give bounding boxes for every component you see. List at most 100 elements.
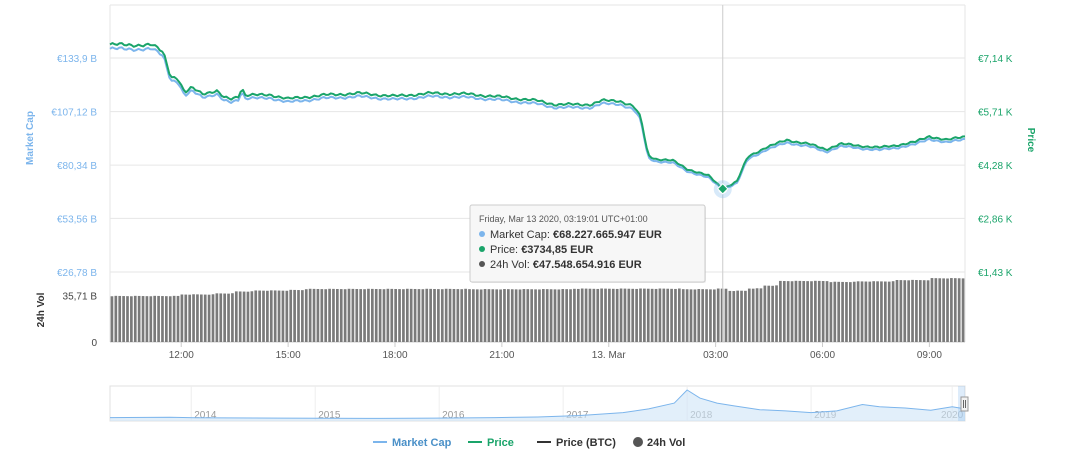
tooltip-date: Friday, Mar 13 2020, 03:19:01 UTC+01:00: [479, 214, 648, 224]
volume-bar: [646, 288, 650, 342]
volume-bar: [211, 294, 215, 342]
volume-bar: [530, 289, 534, 342]
volume-bar: [837, 281, 841, 342]
volume-bar: [483, 289, 487, 342]
volume-bar: [580, 288, 584, 342]
volume-bar: [887, 281, 891, 342]
volume-bar: [347, 288, 351, 342]
volume-bar: [697, 289, 701, 342]
volume-bar: [942, 278, 945, 342]
x-axis-tick-label: 18:00: [382, 350, 407, 361]
volume-bar: [316, 288, 320, 342]
volume-bar: [444, 288, 448, 342]
x-axis-tick-label: 13. Mar: [592, 350, 627, 361]
volume-bar: [712, 289, 716, 342]
volume-bar: [526, 289, 530, 342]
legend-item-market-cap[interactable]: Market Cap: [373, 437, 452, 449]
legend-label: 24h Vol: [647, 437, 685, 449]
volume-bar: [332, 288, 335, 342]
volume-bar: [576, 288, 580, 342]
legend-item-price-btc[interactable]: Price (BTC): [537, 437, 616, 449]
navigator-area: [110, 390, 965, 421]
volume-bar: [786, 281, 790, 342]
volume-bar: [382, 289, 386, 342]
volume-bar: [883, 281, 887, 342]
volume-bar: [266, 290, 269, 342]
x-axis-tick-label: 06:00: [810, 350, 835, 361]
volume-bar: [806, 281, 809, 342]
volume-bar: [460, 289, 464, 342]
volume-bar: [876, 281, 879, 342]
volume-bar: [573, 288, 576, 342]
volume-bar: [421, 289, 425, 342]
legend-label: Market Cap: [392, 437, 452, 449]
volume-bar: [231, 293, 234, 342]
volume-bar: [961, 278, 965, 342]
volume-bar: [301, 290, 304, 342]
volume-bar: [592, 288, 596, 342]
volume-bar: [320, 289, 324, 342]
volume-bar: [468, 289, 471, 342]
volume-bar: [227, 293, 230, 342]
volume-bar: [814, 280, 817, 342]
volume-bar: [833, 281, 837, 342]
volume-bar: [681, 289, 685, 342]
volume-bar: [541, 289, 545, 342]
volume-bar: [285, 290, 289, 342]
volume-bar: [207, 294, 211, 342]
volume-axis-tick-label: 0: [91, 338, 97, 349]
volume-bar: [895, 280, 899, 342]
volume-bar: [763, 285, 767, 342]
right-axis-tick-label: €1,43 K: [978, 268, 1013, 279]
volume-bar: [845, 282, 848, 342]
volume-bar: [849, 282, 852, 342]
volume-bar: [176, 295, 180, 342]
volume-bar: [635, 288, 638, 342]
volume-bar: [911, 279, 914, 342]
volume-bar: [219, 293, 223, 342]
volume-bar: [479, 289, 483, 342]
volume-bar: [957, 278, 961, 342]
volume-bar: [670, 288, 673, 342]
legend-item-price[interactable]: Price: [468, 437, 514, 449]
volume-bar: [343, 289, 347, 342]
volume-bar: [790, 281, 794, 342]
legend[interactable]: Market Cap Price Price (BTC) 24h Vol: [373, 437, 685, 449]
hover-point-price: [717, 183, 729, 195]
volume-bar: [946, 278, 949, 342]
volume-bar: [619, 288, 623, 342]
volume-bar: [378, 289, 382, 342]
volume-bar: [510, 289, 514, 342]
volume-bar: [475, 289, 479, 342]
volume-bar: [157, 295, 160, 342]
left-axis-tick-label: €53,56 B: [57, 215, 97, 226]
volume-bar: [728, 290, 732, 342]
navigator[interactable]: 2014201520162017201820192020: [109, 385, 969, 422]
navigator-year-label: 2015: [318, 410, 341, 421]
volume-bar: [775, 285, 778, 342]
tooltip-row: Market Cap: €68.227.665.947 EUR: [490, 229, 662, 241]
volume-bar: [538, 289, 541, 342]
volume-bar: [716, 288, 720, 342]
volume-bar: [277, 290, 281, 342]
volume-bar: [794, 280, 798, 342]
volume-bar: [336, 288, 339, 342]
volume-bar: [639, 288, 642, 342]
right-axis-tick-label: €2,86 K: [978, 214, 1013, 225]
volume-bar: [122, 296, 125, 342]
volume-bar: [584, 288, 588, 342]
axis-titles: Market Cap Price 24h Vol: [25, 111, 1036, 327]
navigator-handle[interactable]: [960, 396, 969, 412]
volume-bar: [569, 289, 572, 342]
volume-bar: [771, 285, 774, 342]
volume-bar: [880, 281, 883, 342]
volume-bar: [779, 280, 782, 342]
volume-bar: [196, 294, 199, 342]
volume-bar: [359, 289, 363, 342]
volume-bar: [907, 280, 910, 342]
volume-bar: [685, 289, 689, 342]
legend-item-24h-vol[interactable]: 24h Vol: [633, 437, 685, 449]
volume-bar: [674, 288, 677, 342]
volume-bar: [398, 289, 401, 342]
